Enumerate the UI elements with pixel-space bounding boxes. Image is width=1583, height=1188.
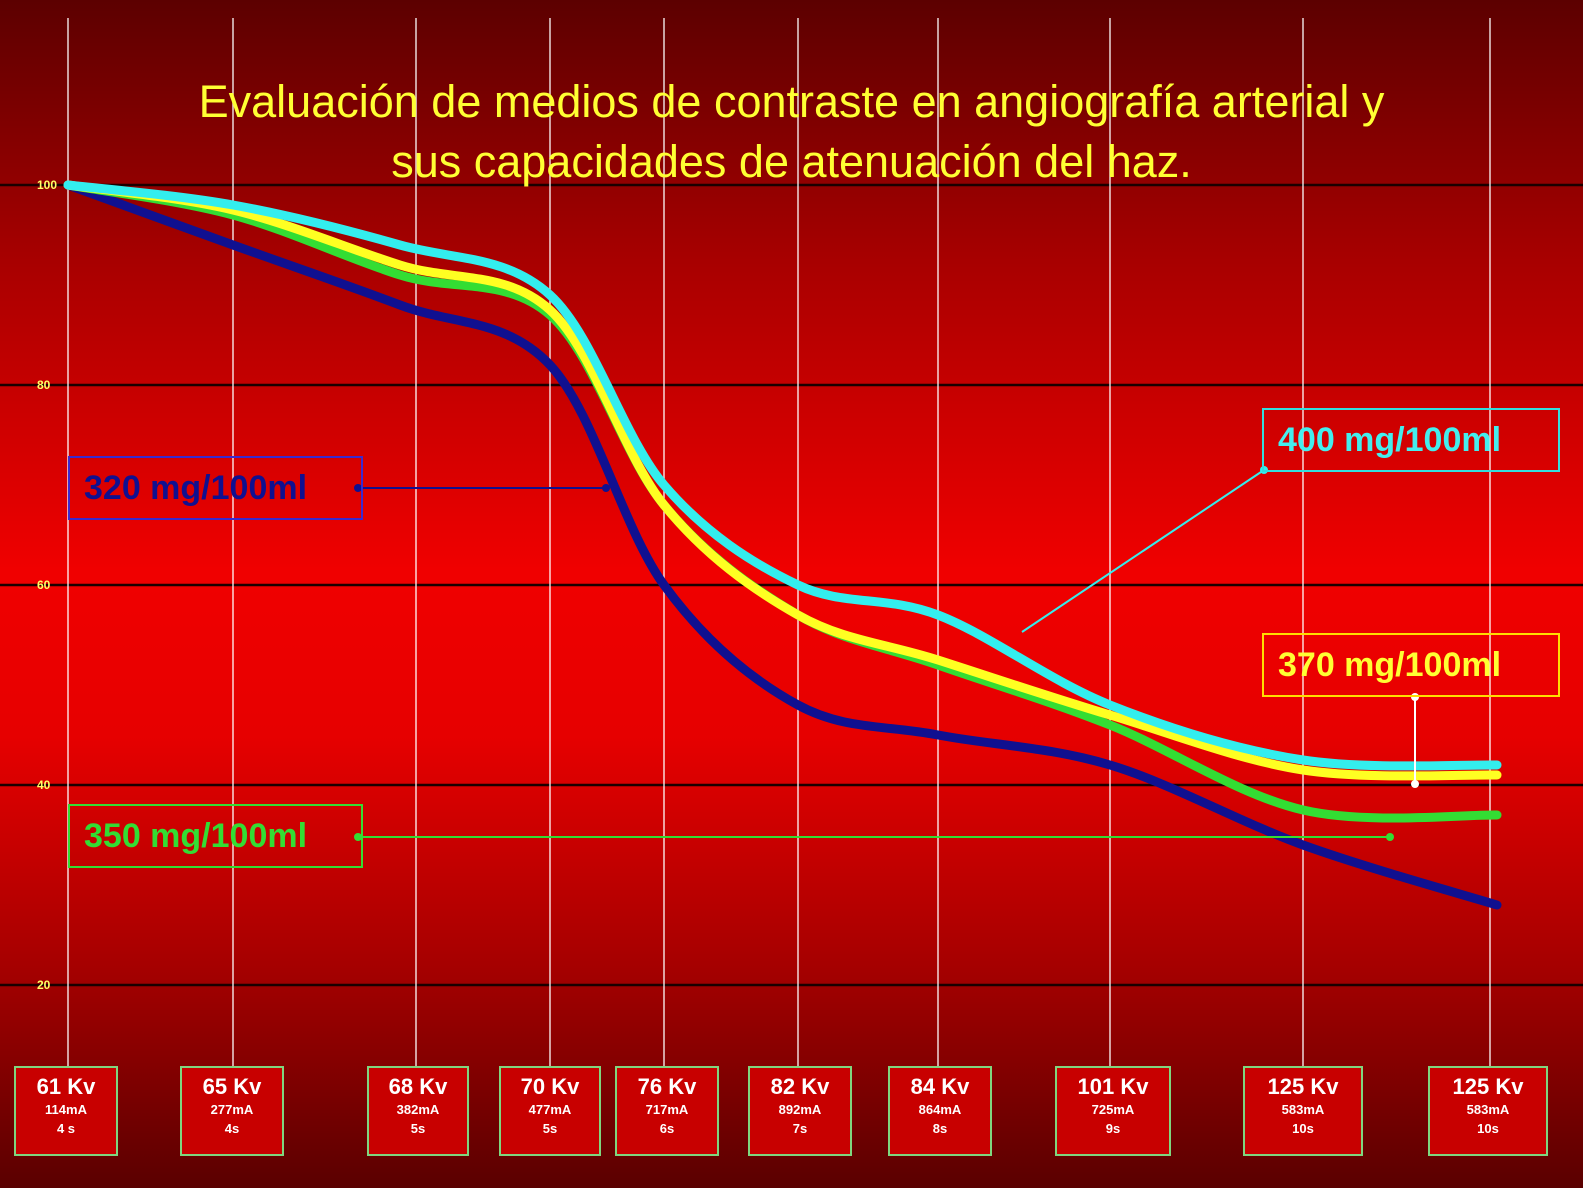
x-tick-kv: 76 Kv [637,1074,697,1099]
x-category-box: 84 Kv 864mA 8s [888,1066,992,1156]
x-tick-ma: 477mA [528,1102,572,1117]
x-tick-ma: 277mA [210,1102,254,1117]
x-tick-kv: 84 Kv [910,1074,970,1099]
leader-320-dot [354,484,362,492]
legend-400: 400 mg/100ml [1262,408,1560,472]
x-tick-s: 10s [1477,1121,1499,1136]
y-tick-label: 100 [37,178,58,192]
x-category-box: 68 Kv 382mA 5s [367,1066,469,1156]
x-tick-kv: 65 Kv [202,1074,262,1099]
y-tick-label: 60 [37,578,51,592]
leader-400 [1021,469,1265,633]
x-category-box: 65 Kv 277mA 4s [180,1066,284,1156]
x-tick-s: 10s [1292,1121,1314,1136]
x-tick-ma: 864mA [918,1102,962,1117]
x-tick-ma: 892mA [778,1102,822,1117]
x-tick-s: 8s [932,1121,948,1136]
x-tick-ma: 114mA [45,1102,87,1117]
series-320-line [63,180,1502,910]
x-tick-ma: 725mA [1091,1102,1135,1117]
chart-title-line-2: sus capacidades de atenuación del haz. [391,136,1192,187]
leader-350-dot [354,833,362,841]
x-category-box: 125 Kv 583mA 10s [1428,1066,1548,1156]
x-tick-s: 9s [1105,1121,1121,1136]
y-tick-label: 80 [37,378,51,392]
x-tick-kv: 125 Kv [1267,1074,1339,1099]
x-category-box: 76 Kv 717mA 6s [615,1066,719,1156]
x-tick-s: 4s [224,1121,240,1136]
chart-title-line-1: Evaluación de medios de contraste en ang… [198,76,1385,127]
series-400-line [63,180,1502,771]
x-tick-ma: 382mA [396,1102,440,1117]
x-category-box: 61 Kv 114mA 4 s [14,1066,118,1156]
legend-370: 370 mg/100ml [1262,633,1560,697]
x-tick-kv: 70 Kv [520,1074,580,1099]
x-category-box: 101 Kv 725mA 9s [1055,1066,1171,1156]
y-tick-label: 40 [37,778,51,792]
x-tick-s: 5s [410,1121,426,1136]
x-tick-kv: 82 Kv [770,1074,830,1099]
x-tick-ma: 717mA [645,1102,689,1117]
series-370-line [63,180,1502,781]
x-tick-kv: 61 Kv [36,1074,96,1099]
x-category-box: 125 Kv 583mA 10s [1243,1066,1363,1156]
legend-350: 350 mg/100ml [68,804,363,868]
x-tick-ma: 583mA [1466,1102,1510,1117]
x-tick-ma: 583mA [1281,1102,1325,1117]
x-tick-s: 4 s [56,1121,76,1136]
x-tick-kv: 68 Kv [388,1074,448,1099]
x-tick-s: 6s [659,1121,675,1136]
y-tick-label: 20 [37,978,51,992]
x-tick-kv: 125 Kv [1452,1074,1524,1099]
x-category-box: 82 Kv 892mA 7s [748,1066,852,1156]
leader-320-end [602,484,610,492]
leader-350-end [1386,833,1394,841]
x-tick-s: 5s [542,1121,558,1136]
x-category-box: 70 Kv 477mA 5s [499,1066,601,1156]
x-tick-kv: 101 Kv [1077,1074,1149,1099]
x-tick-s: 7s [792,1121,808,1136]
legend-320: 320 mg/100ml [68,456,363,520]
leader-370-end [1411,780,1419,788]
